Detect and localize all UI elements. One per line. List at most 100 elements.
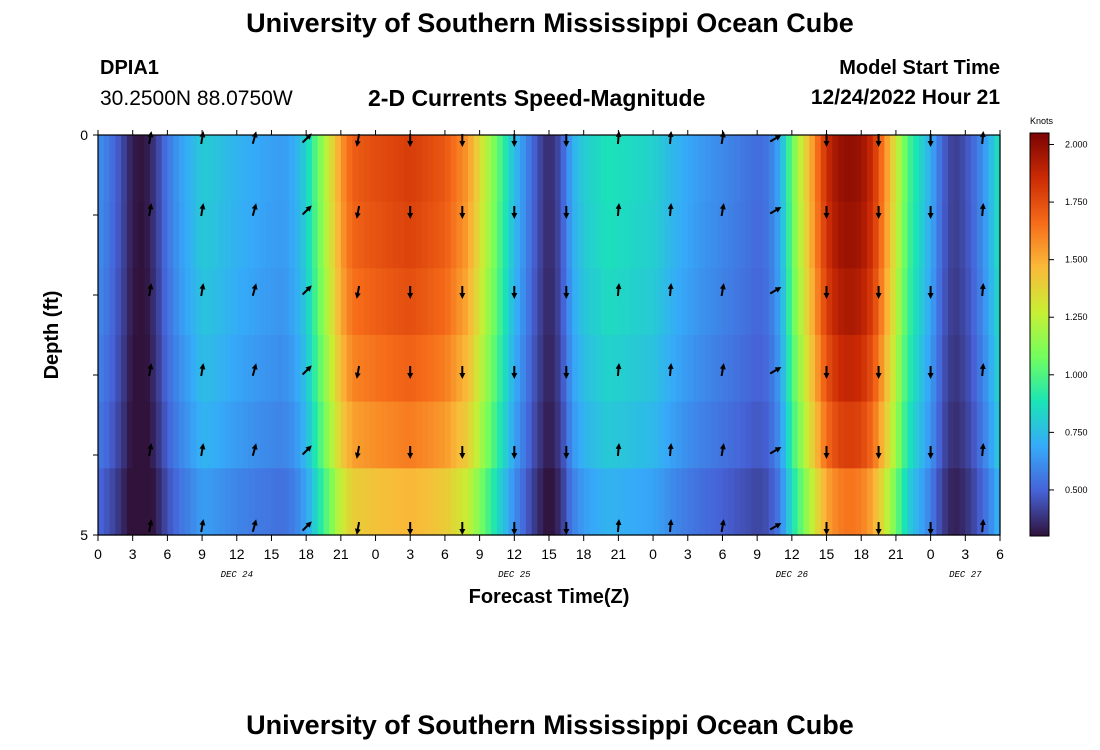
heatmap-cell	[416, 268, 423, 336]
heatmap-cell	[439, 135, 446, 203]
heatmap-cell	[687, 201, 695, 269]
heatmap-cell	[387, 201, 394, 269]
x-tick-label: 9	[753, 546, 761, 562]
heatmap-cell	[606, 335, 614, 403]
heatmap-cell	[774, 268, 781, 336]
heatmap-cell	[745, 135, 752, 203]
heatmap-cell	[398, 468, 406, 536]
heatmap-cell	[335, 135, 342, 203]
heatmap-cell	[971, 401, 978, 469]
heatmap-cell	[867, 268, 874, 336]
x-tick-label: 21	[611, 546, 627, 562]
heatmap-cell	[820, 201, 828, 269]
heatmap-cell	[283, 201, 290, 269]
heatmap-cell	[98, 335, 105, 403]
heatmap-cell	[375, 135, 382, 203]
heatmap-cell	[329, 268, 336, 336]
station-coords: 30.2500N 88.0750W	[100, 87, 293, 110]
heatmap-cell	[757, 201, 764, 269]
heatmap-cell	[919, 268, 926, 336]
heatmap-cell	[826, 401, 833, 469]
heatmap-cell	[115, 268, 122, 336]
heatmap-cell	[190, 401, 197, 469]
heatmap-cell	[323, 135, 330, 203]
heatmap-cell	[849, 401, 857, 469]
heatmap-cell	[346, 201, 354, 269]
heatmap-cell	[664, 401, 672, 469]
heatmap-cell	[982, 268, 990, 336]
heatmap-cell	[271, 268, 278, 336]
heatmap-cell	[144, 135, 151, 203]
heatmap-cell	[745, 468, 752, 536]
heatmap-cell	[647, 135, 654, 203]
heatmap-cell	[473, 201, 481, 269]
heatmap-cell	[589, 268, 596, 336]
heatmap-cell	[577, 468, 585, 536]
heatmap-cell	[988, 468, 995, 536]
x-tick-label: 18	[576, 546, 592, 562]
heatmap-cell	[121, 401, 128, 469]
x-axis-label: Forecast Time(Z)	[469, 586, 630, 608]
current-vector	[615, 283, 622, 297]
heatmap-cell	[358, 135, 365, 203]
heatmap-cell	[375, 201, 382, 269]
heatmap-cell	[745, 268, 752, 336]
heatmap-cell	[947, 135, 955, 203]
heatmap-cell	[641, 468, 648, 536]
heatmap-cell	[103, 201, 111, 269]
heatmap-cell	[109, 135, 116, 203]
heatmap-cell	[317, 201, 325, 269]
current-vector	[354, 285, 361, 299]
heatmap-cell	[994, 268, 1001, 336]
x-tick-label: 12	[784, 546, 800, 562]
heatmap-cell	[861, 268, 868, 336]
current-vector	[199, 131, 206, 145]
heatmap-cell	[566, 268, 573, 336]
heatmap-cell	[606, 268, 614, 336]
heatmap-cell	[242, 201, 249, 269]
heatmap-cell	[751, 135, 758, 203]
heatmap-cell	[670, 401, 677, 469]
heatmap-cell	[317, 468, 325, 536]
current-vector	[719, 131, 726, 145]
heatmap-cell	[595, 135, 602, 203]
heatmap-cell	[872, 268, 880, 336]
heatmap-cell	[543, 201, 550, 269]
heatmap-cell	[826, 268, 833, 336]
heatmap-cell	[814, 401, 822, 469]
heatmap-cell	[178, 135, 186, 203]
heatmap-cell	[739, 135, 747, 203]
heatmap-cell	[901, 268, 909, 336]
heatmap-cell	[439, 401, 446, 469]
heatmap-cell	[982, 201, 990, 269]
heatmap-cell	[971, 468, 978, 536]
heatmap-cell	[502, 201, 510, 269]
heatmap-cell	[496, 401, 504, 469]
heatmap-cell	[629, 135, 637, 203]
heatmap-cell	[456, 335, 463, 403]
heatmap-cell	[554, 468, 562, 536]
heatmap-cell	[595, 401, 602, 469]
heatmap-cell	[606, 201, 614, 269]
x-tick-label: 3	[961, 546, 969, 562]
heatmap-cell	[728, 268, 735, 336]
heatmap-cell	[144, 268, 151, 336]
heatmap-cell	[705, 401, 712, 469]
heatmap-cell	[901, 468, 909, 536]
heatmap-cell	[225, 135, 232, 203]
plot-title: 2-D Currents Speed-Magnitude	[368, 85, 706, 111]
heatmap-cell	[329, 335, 336, 403]
colorbar-unit: Knots	[1030, 116, 1054, 126]
heatmap-cell	[589, 335, 596, 403]
heatmap-cell	[288, 201, 296, 269]
heatmap-cell	[317, 268, 325, 336]
heatmap-cell	[681, 335, 689, 403]
heatmap-cell	[444, 201, 452, 269]
heatmap-cell	[872, 135, 880, 203]
heatmap-cell	[277, 468, 284, 536]
heatmap-cell	[115, 401, 122, 469]
heatmap-cell	[190, 468, 197, 536]
heatmap-cell	[913, 135, 920, 203]
heatmap-cell	[248, 401, 255, 469]
x-tick-label: 9	[476, 546, 484, 562]
